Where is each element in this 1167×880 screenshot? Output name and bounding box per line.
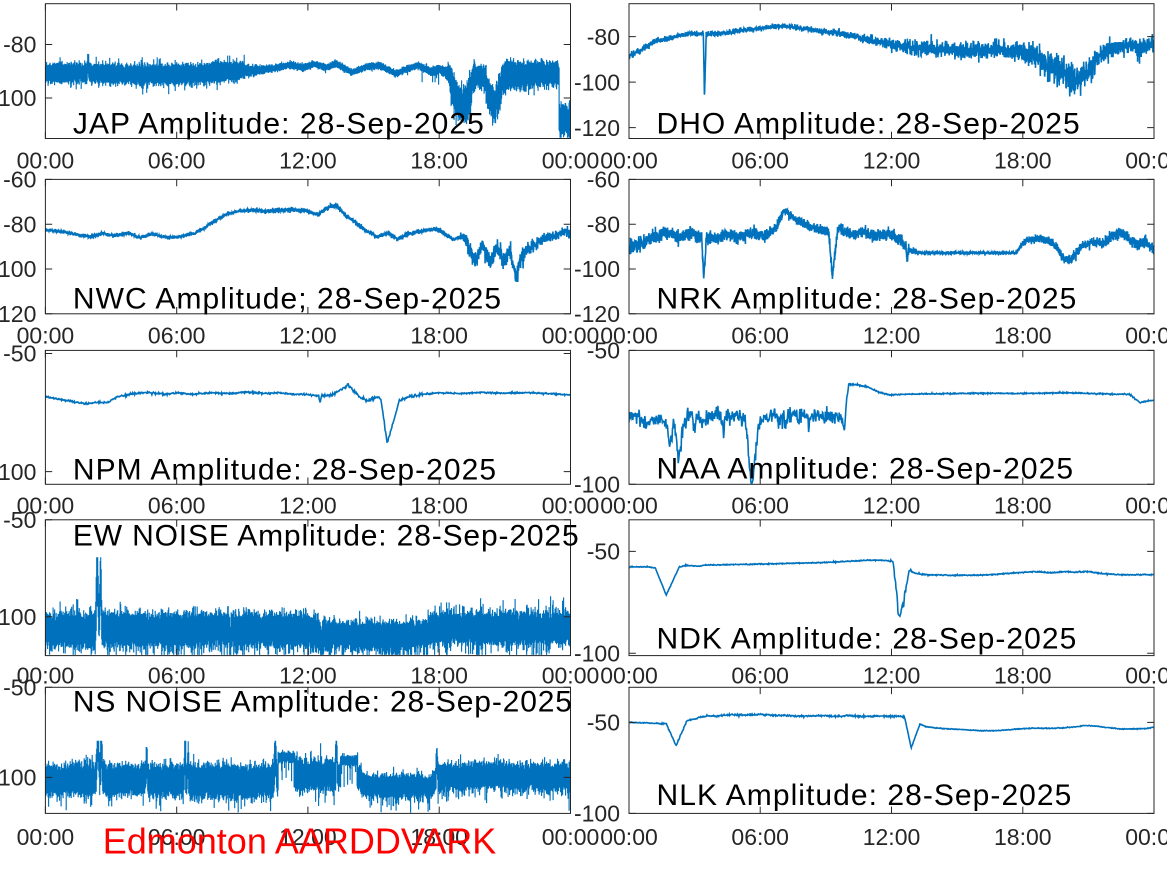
svg-text:DHO Amplitude: 28-Sep-2025: DHO Amplitude: 28-Sep-2025 [657, 107, 1081, 140]
svg-text:-50: -50 [587, 338, 620, 364]
svg-text:-120: -120 [574, 301, 620, 327]
svg-text:NAA Amplitude: 28-Sep-2025: NAA Amplitude: 28-Sep-2025 [657, 452, 1075, 485]
svg-text:18:00: 18:00 [994, 493, 1052, 519]
svg-text:-50: -50 [3, 507, 36, 533]
svg-text:18:00: 18:00 [994, 323, 1052, 349]
svg-text:-120: -120 [574, 115, 620, 141]
svg-text:-60: -60 [587, 167, 620, 193]
svg-text:NLK Amplitude: 28-Sep-2025: NLK Amplitude: 28-Sep-2025 [657, 779, 1073, 812]
svg-text:06:00: 06:00 [731, 663, 789, 689]
svg-text:00:00: 00:00 [542, 323, 600, 349]
svg-text:-80: -80 [3, 32, 36, 58]
svg-text:-120: -120 [0, 301, 36, 327]
svg-text:12:00: 12:00 [863, 493, 921, 519]
svg-text:18:00: 18:00 [994, 148, 1052, 174]
svg-text:-100: -100 [0, 256, 36, 282]
svg-text:00:00: 00:00 [600, 824, 658, 850]
svg-text:06:00: 06:00 [731, 323, 789, 349]
svg-text:-50: -50 [3, 675, 36, 701]
svg-text:00:00: 00:00 [542, 493, 600, 519]
svg-text:-100: -100 [0, 459, 36, 485]
svg-text:00:00: 00:00 [17, 323, 75, 349]
svg-text:12:00: 12:00 [863, 663, 921, 689]
svg-text:12:00: 12:00 [863, 323, 921, 349]
svg-text:12:00: 12:00 [279, 493, 337, 519]
svg-text:18:00: 18:00 [410, 323, 468, 349]
svg-text:12:00: 12:00 [863, 824, 921, 850]
svg-text:-100: -100 [574, 640, 620, 666]
svg-text:00:00: 00:00 [1125, 148, 1167, 174]
svg-text:06:00: 06:00 [731, 824, 789, 850]
svg-text:00:00: 00:00 [542, 824, 600, 850]
svg-text:-100: -100 [574, 69, 620, 95]
svg-text:NRK Amplitude: 28-Sep-2025: NRK Amplitude: 28-Sep-2025 [657, 282, 1078, 315]
svg-text:Edmonton AARDDVARK: Edmonton AARDDVARK [103, 821, 497, 862]
svg-text:12:00: 12:00 [279, 663, 337, 689]
svg-text:00:00: 00:00 [1125, 493, 1167, 519]
svg-text:00:00: 00:00 [542, 663, 600, 689]
svg-text:00:00: 00:00 [600, 663, 658, 689]
svg-text:NS NOISE Amplitude: 28-Sep-202: NS NOISE Amplitude: 28-Sep-2025 [73, 686, 573, 719]
svg-text:18:00: 18:00 [410, 493, 468, 519]
svg-text:NWC Amplitude; 28-Sep-2025: NWC Amplitude; 28-Sep-2025 [73, 282, 502, 315]
svg-text:-100: -100 [0, 604, 36, 630]
svg-text:-80: -80 [587, 211, 620, 237]
svg-text:-100: -100 [574, 801, 620, 827]
svg-text:00:00: 00:00 [17, 824, 75, 850]
svg-text:12:00: 12:00 [279, 824, 337, 850]
svg-text:06:00: 06:00 [148, 323, 206, 349]
svg-text:NDK Amplitude: 28-Sep-2025: NDK Amplitude: 28-Sep-2025 [657, 622, 1078, 655]
svg-text:-80: -80 [3, 211, 36, 237]
svg-text:-100: -100 [574, 256, 620, 282]
svg-text:NPM Amplitude: 28-Sep-2025: NPM Amplitude: 28-Sep-2025 [73, 454, 497, 487]
svg-text:06:00: 06:00 [148, 824, 206, 850]
svg-text:-80: -80 [587, 24, 620, 50]
svg-text:00:00: 00:00 [17, 663, 75, 689]
svg-text:00:00: 00:00 [600, 493, 658, 519]
svg-text:-50: -50 [3, 341, 36, 367]
svg-text:00:00: 00:00 [1125, 663, 1167, 689]
svg-text:00:00: 00:00 [17, 148, 75, 174]
svg-text:18:00: 18:00 [410, 663, 468, 689]
svg-text:-100: -100 [0, 765, 36, 791]
svg-text:06:00: 06:00 [148, 493, 206, 519]
svg-text:18:00: 18:00 [994, 663, 1052, 689]
svg-text:18:00: 18:00 [410, 148, 468, 174]
svg-text:12:00: 12:00 [863, 148, 921, 174]
svg-text:-100: -100 [0, 85, 36, 111]
svg-text:-50: -50 [587, 710, 620, 736]
svg-text:00:00: 00:00 [542, 148, 600, 174]
svg-text:-50: -50 [587, 539, 620, 565]
svg-text:-60: -60 [3, 167, 36, 193]
svg-text:06:00: 06:00 [148, 663, 206, 689]
svg-text:JAP Amplitude: 28-Sep-2025: JAP Amplitude: 28-Sep-2025 [73, 107, 485, 140]
svg-text:18:00: 18:00 [994, 824, 1052, 850]
svg-text:00:00: 00:00 [1125, 323, 1167, 349]
svg-text:00:00: 00:00 [600, 323, 658, 349]
svg-text:12:00: 12:00 [279, 148, 337, 174]
svg-text:06:00: 06:00 [731, 493, 789, 519]
svg-text:00:00: 00:00 [17, 493, 75, 519]
svg-text:00:00: 00:00 [1125, 824, 1167, 850]
svg-text:EW NOISE Amplitude: 28-Sep-202: EW NOISE Amplitude: 28-Sep-2025 [73, 520, 580, 553]
svg-text:06:00: 06:00 [731, 148, 789, 174]
svg-text:-100: -100 [574, 472, 620, 498]
svg-text:12:00: 12:00 [279, 323, 337, 349]
svg-text:18:00: 18:00 [410, 824, 468, 850]
svg-text:00:00: 00:00 [600, 148, 658, 174]
svg-text:06:00: 06:00 [148, 148, 206, 174]
